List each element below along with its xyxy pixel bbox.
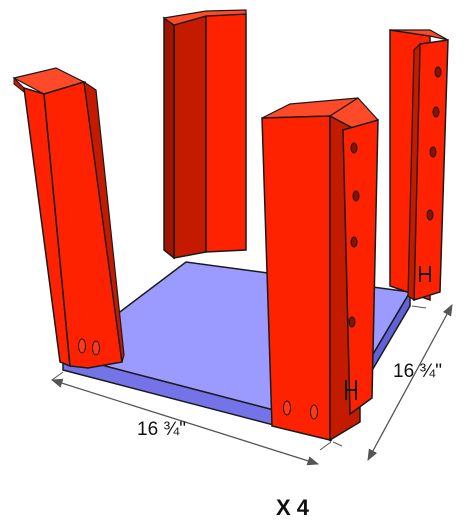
front-left-board xyxy=(12,67,125,369)
screw-hole xyxy=(310,404,318,420)
screw-hole xyxy=(283,400,291,416)
dimension-extension-line xyxy=(319,441,332,451)
dimension-extension-line xyxy=(411,305,427,309)
screw-hole xyxy=(426,209,434,221)
screw-hole xyxy=(350,236,358,248)
screw-icon xyxy=(345,380,357,400)
front-right-board xyxy=(261,97,379,442)
dimension-extension-line xyxy=(332,441,343,447)
back-right-board xyxy=(389,29,449,302)
screw-hole xyxy=(352,190,360,202)
dimension-extension-line xyxy=(51,371,64,381)
screw-hole xyxy=(350,142,358,154)
screw-hole xyxy=(432,106,440,118)
dimension-arrow xyxy=(367,303,453,462)
screw-hole xyxy=(92,340,100,356)
side-depth-label: 16 ¾" xyxy=(393,361,442,382)
front-width-dimension: 16 ¾" xyxy=(50,371,332,466)
screw-hole xyxy=(78,338,86,354)
dimension-arrow xyxy=(50,378,320,466)
screw-icon xyxy=(419,266,431,282)
back-center-board xyxy=(162,9,247,260)
side-depth-dimension: 16 ¾" xyxy=(332,303,453,462)
screw-hole xyxy=(429,146,437,158)
screw-hole xyxy=(348,316,356,328)
quantity-label: X 4 xyxy=(276,495,310,520)
screw-hole xyxy=(434,66,442,78)
front-width-label: 16 ¾" xyxy=(137,419,186,440)
